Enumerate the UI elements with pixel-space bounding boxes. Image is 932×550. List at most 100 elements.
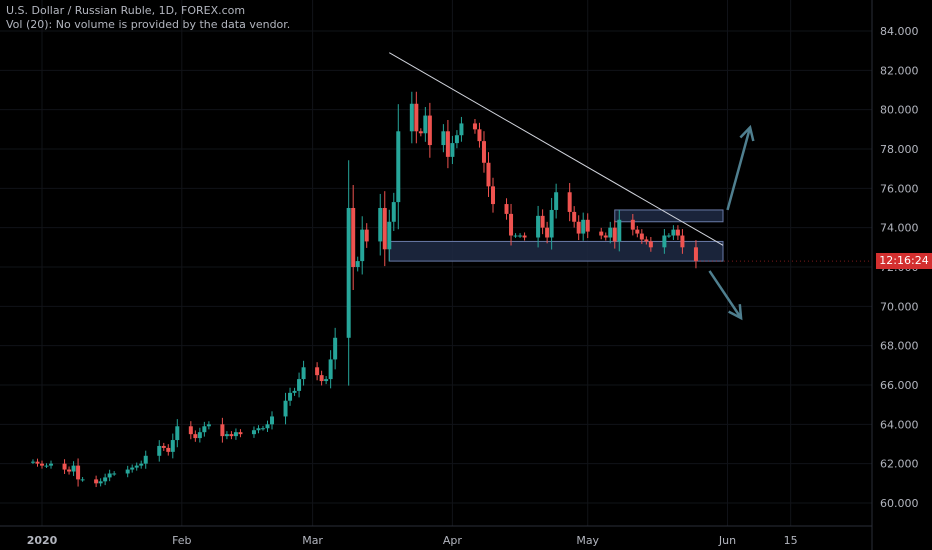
candle bbox=[40, 460, 44, 469]
candle bbox=[599, 227, 604, 240]
candle-body bbox=[450, 143, 455, 157]
candle-body bbox=[364, 229, 369, 242]
candle-body bbox=[40, 463, 44, 466]
candle-body bbox=[414, 103, 419, 132]
candle bbox=[143, 450, 148, 469]
y-tick-label: 62.000 bbox=[880, 458, 919, 471]
candle bbox=[188, 421, 193, 440]
candle-body bbox=[35, 461, 40, 464]
candle-body bbox=[518, 235, 523, 237]
candle-body bbox=[130, 467, 135, 470]
candle bbox=[351, 184, 356, 291]
candle bbox=[76, 458, 81, 487]
projection-arrow bbox=[726, 124, 755, 211]
candle-body bbox=[333, 337, 338, 360]
candle-body bbox=[251, 430, 256, 435]
candle bbox=[360, 216, 365, 275]
candle-body bbox=[238, 432, 243, 435]
x-tick-label: Feb bbox=[172, 534, 191, 547]
candle-body bbox=[522, 235, 527, 238]
candle bbox=[193, 430, 198, 442]
candle-body bbox=[599, 231, 604, 236]
candle-body bbox=[103, 477, 108, 482]
candle bbox=[166, 444, 171, 456]
candle bbox=[202, 421, 207, 437]
candle bbox=[662, 229, 667, 254]
y-tick-label: 80.000 bbox=[880, 104, 919, 117]
candle-body bbox=[143, 455, 148, 464]
candle-body bbox=[391, 202, 396, 222]
candle bbox=[238, 429, 243, 438]
candle-body bbox=[166, 447, 171, 452]
candle bbox=[427, 102, 432, 158]
candle bbox=[324, 376, 329, 385]
candle-body bbox=[324, 379, 329, 382]
candle bbox=[513, 233, 518, 238]
candle-body bbox=[229, 434, 234, 437]
candle bbox=[540, 209, 545, 235]
x-tick-label: Jun bbox=[718, 534, 736, 547]
candle bbox=[265, 420, 270, 432]
candle bbox=[522, 232, 527, 241]
candle bbox=[608, 221, 613, 244]
candle bbox=[472, 119, 477, 134]
candle-body bbox=[644, 239, 649, 242]
y-tick-label: 70.000 bbox=[880, 300, 919, 313]
candle-body bbox=[360, 229, 365, 262]
candle-body bbox=[666, 235, 671, 237]
candle-body bbox=[486, 162, 491, 187]
candle-body bbox=[134, 465, 139, 468]
candle-body bbox=[567, 192, 572, 212]
arrow-shaft bbox=[708, 270, 743, 319]
candle bbox=[567, 183, 572, 222]
candle-body bbox=[693, 247, 698, 262]
candle-body bbox=[319, 375, 324, 382]
candle-body bbox=[545, 227, 550, 238]
y-tick-label: 82.000 bbox=[880, 64, 919, 77]
y-tick-label: 78.000 bbox=[880, 143, 919, 156]
candle bbox=[423, 107, 428, 142]
candle bbox=[617, 209, 622, 252]
candle bbox=[459, 116, 464, 142]
candle bbox=[545, 221, 550, 244]
candle-body bbox=[513, 235, 518, 237]
chart-title: U.S. Dollar / Russian Ruble, 1D, FOREX.c… bbox=[6, 4, 246, 17]
x-tick-label: Apr bbox=[443, 534, 463, 547]
drawings-layer bbox=[389, 52, 872, 321]
candle-body bbox=[454, 135, 459, 144]
candle-body bbox=[603, 235, 608, 238]
candle bbox=[396, 104, 401, 230]
candle bbox=[491, 177, 495, 213]
candle bbox=[454, 130, 459, 149]
candle bbox=[30, 459, 35, 465]
candle bbox=[260, 425, 265, 431]
projection-arrow bbox=[708, 270, 743, 321]
price-axis[interactable]: 60.00062.00064.00066.00068.00070.00072.0… bbox=[871, 0, 919, 550]
candle bbox=[94, 475, 99, 488]
candle bbox=[675, 225, 680, 240]
last-price-label: 12:16:24 bbox=[876, 253, 932, 270]
candle bbox=[409, 91, 414, 144]
volume-note: Vol (20): No volume is provided by the d… bbox=[6, 18, 291, 31]
time-axis[interactable]: 2020 Feb Mar Apr May Jun 15 bbox=[0, 525, 872, 547]
candle bbox=[346, 160, 351, 386]
candle bbox=[49, 460, 54, 469]
candle bbox=[639, 229, 644, 244]
candle bbox=[391, 192, 396, 232]
candle-body bbox=[617, 219, 622, 242]
candle bbox=[197, 427, 202, 443]
y-tick-label: 60.000 bbox=[880, 497, 919, 510]
zone-box bbox=[388, 240, 724, 262]
candle-body bbox=[112, 473, 117, 475]
candle-body bbox=[418, 131, 423, 134]
candle bbox=[648, 237, 653, 252]
candle bbox=[481, 131, 486, 173]
candle-body bbox=[224, 434, 229, 437]
y-tick-label: 74.000 bbox=[880, 222, 919, 235]
candle-body bbox=[612, 227, 617, 242]
candle bbox=[319, 370, 324, 386]
candle bbox=[581, 212, 586, 241]
candle-body bbox=[197, 432, 202, 439]
candle-body bbox=[491, 186, 495, 205]
